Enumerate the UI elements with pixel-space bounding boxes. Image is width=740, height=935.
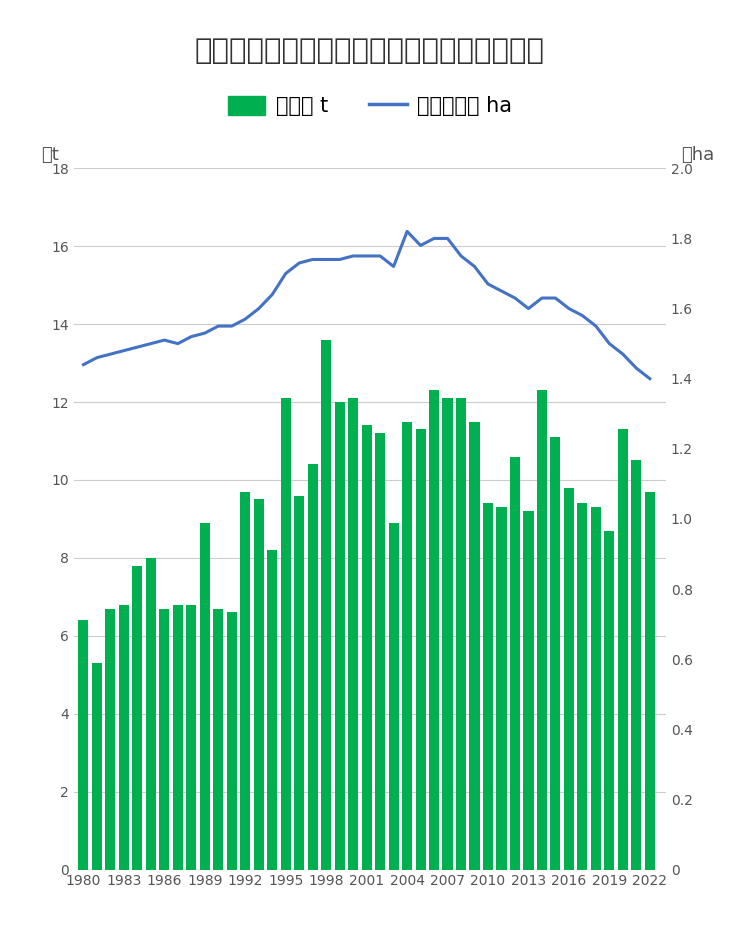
結果樹面積 ha	[309, 254, 317, 266]
Bar	[375, 433, 386, 870]
結果樹面積 ha	[119, 345, 128, 356]
Bar	[456, 398, 466, 870]
結果樹面積 ha	[268, 289, 277, 300]
Bar	[645, 492, 655, 870]
Bar	[213, 609, 223, 870]
結果樹面積 ha	[430, 233, 439, 244]
結果樹面積 ha	[619, 349, 628, 360]
Bar	[551, 438, 560, 870]
結果樹面積 ha	[457, 251, 465, 262]
結果樹面積 ha	[524, 303, 533, 314]
Bar	[469, 422, 480, 870]
Bar	[92, 663, 102, 870]
結果樹面積 ha	[443, 233, 452, 244]
Bar	[362, 425, 371, 870]
Bar	[132, 566, 142, 870]
結果樹面積 ha	[295, 257, 303, 268]
結果樹面積 ha	[322, 254, 331, 266]
結果樹面積 ha	[578, 310, 587, 322]
Bar	[537, 391, 547, 870]
Bar	[240, 492, 250, 870]
Bar	[334, 402, 345, 870]
結果樹面積 ha	[376, 251, 385, 262]
結果樹面積 ha	[403, 226, 411, 237]
結果樹面積 ha	[147, 338, 155, 350]
結果樹面積 ha	[214, 321, 223, 332]
結果樹面積 ha	[335, 254, 344, 266]
結果樹面積 ha	[173, 338, 182, 350]
Bar	[510, 456, 520, 870]
Bar	[605, 531, 614, 870]
Bar	[200, 523, 210, 870]
結果樹面積 ha	[201, 327, 209, 338]
結果樹面積 ha	[362, 251, 371, 262]
結果樹面積 ha	[349, 251, 357, 262]
Bar	[308, 465, 317, 870]
Bar	[388, 523, 399, 870]
結果樹面積 ha	[632, 363, 641, 374]
結果樹面積 ha	[79, 359, 88, 370]
結果樹面積 ha	[92, 352, 101, 364]
Bar	[348, 398, 358, 870]
Bar	[119, 605, 129, 870]
Bar	[443, 398, 453, 870]
Bar	[577, 503, 588, 870]
Bar	[78, 620, 89, 870]
結果樹面積 ha	[106, 349, 115, 360]
結果樹面積 ha	[227, 321, 236, 332]
Bar	[483, 503, 493, 870]
Bar	[254, 499, 263, 870]
Text: 万ha: 万ha	[681, 146, 714, 164]
Bar	[146, 558, 156, 870]
結果樹面積 ha	[470, 261, 479, 272]
Line: 結果樹面積 ha: 結果樹面積 ha	[84, 232, 650, 379]
Bar	[172, 605, 183, 870]
結果樹面積 ha	[591, 321, 600, 332]
Text: 梅の収穮量と出荷量と結果樹面積の長期推移: 梅の収穮量と出荷量と結果樹面積の長期推移	[195, 37, 545, 65]
結果樹面積 ha	[551, 293, 560, 304]
Bar	[429, 391, 439, 870]
Bar	[186, 605, 196, 870]
結果樹面積 ha	[416, 240, 425, 252]
結果樹面積 ha	[645, 373, 654, 384]
結果樹面積 ha	[565, 303, 574, 314]
Bar	[564, 488, 574, 870]
Text: 万t: 万t	[41, 146, 59, 164]
結果樹面積 ha	[483, 279, 492, 290]
Bar	[105, 609, 115, 870]
Bar	[591, 507, 601, 870]
結果樹面積 ha	[187, 331, 196, 342]
結果樹面積 ha	[537, 293, 546, 304]
Bar	[159, 609, 169, 870]
Bar	[226, 612, 237, 870]
結果樹面積 ha	[497, 285, 506, 296]
結果樹面積 ha	[281, 268, 290, 280]
Bar	[267, 550, 278, 870]
Bar	[523, 511, 534, 870]
Bar	[618, 429, 628, 870]
結果樹面積 ha	[133, 341, 142, 352]
Bar	[497, 507, 507, 870]
Bar	[280, 398, 291, 870]
結果樹面積 ha	[160, 335, 169, 346]
Bar	[321, 339, 332, 870]
Bar	[294, 496, 304, 870]
Bar	[631, 461, 642, 870]
結果樹面積 ha	[240, 313, 249, 324]
結果樹面積 ha	[605, 338, 613, 350]
Bar	[416, 429, 426, 870]
結果樹面積 ha	[389, 261, 398, 272]
Legend: 収穮量 t, 結果樹面積 ha: 収穮量 t, 結果樹面積 ha	[219, 88, 521, 124]
結果樹面積 ha	[511, 293, 519, 304]
Bar	[402, 422, 412, 870]
結果樹面積 ha	[255, 303, 263, 314]
